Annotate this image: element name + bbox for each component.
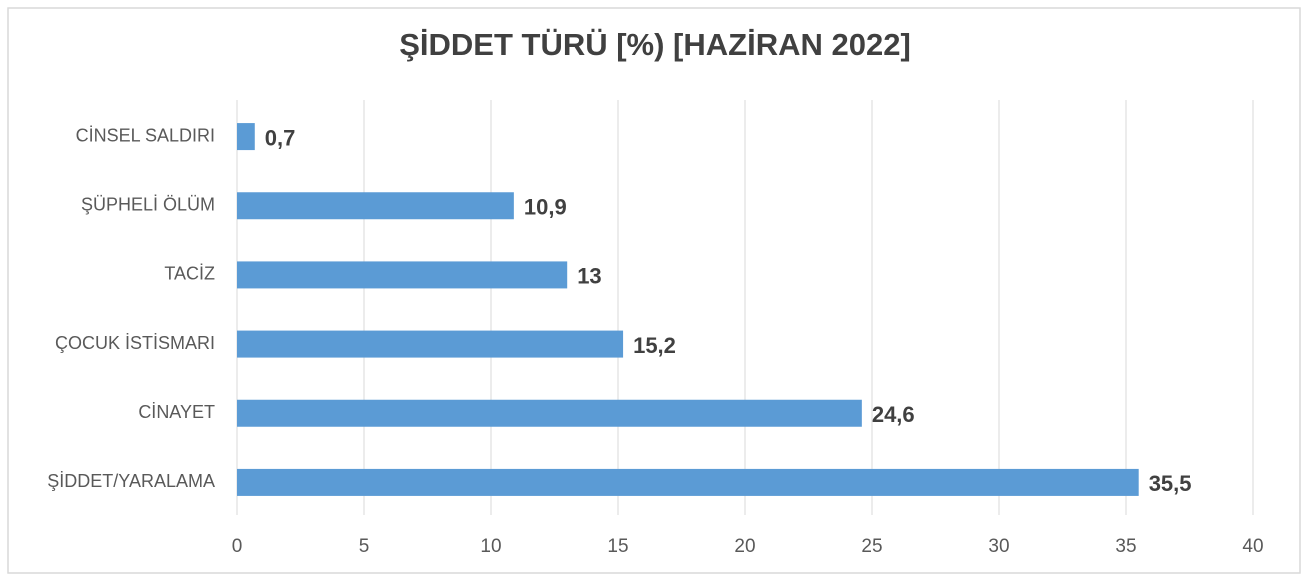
x-tick-label: 0 <box>232 536 243 557</box>
data-label: 35,5 <box>1149 471 1192 496</box>
x-tick-label: 35 <box>1115 536 1136 557</box>
x-tick-label: 40 <box>1242 536 1263 557</box>
x-tick-label: 10 <box>480 536 501 557</box>
bar <box>237 399 862 427</box>
x-tick-label: 30 <box>988 536 1009 557</box>
data-label: 10,9 <box>524 195 567 220</box>
data-label: 0,7 <box>265 125 296 150</box>
data-label: 15,2 <box>633 333 676 358</box>
y-tick-label: ÇOCUK İSTİSMARI <box>55 333 215 353</box>
chart-title: ŞİDDET TÜRÜ [%) [HAZİRAN 2022] <box>399 27 911 62</box>
bar <box>237 330 624 358</box>
data-label: 13 <box>577 264 601 289</box>
bar <box>237 123 255 151</box>
x-tick-label: 5 <box>359 536 370 557</box>
bar <box>237 261 568 289</box>
y-tick-label: TACİZ <box>164 264 215 284</box>
y-tick-label: CİNAYET <box>138 402 215 422</box>
y-tick-label: ŞİDDET/YARALAMA <box>47 471 215 491</box>
y-tick-label: ŞÜPHELİ ÖLÜM <box>81 195 215 215</box>
bar <box>237 192 514 220</box>
x-tick-label: 15 <box>607 536 628 557</box>
x-tick-label: 20 <box>734 536 755 557</box>
bar <box>237 468 1139 496</box>
x-tick-label: 25 <box>861 536 882 557</box>
data-label: 24,6 <box>872 402 915 427</box>
y-tick-label: CİNSEL SALDIRI <box>76 125 215 145</box>
